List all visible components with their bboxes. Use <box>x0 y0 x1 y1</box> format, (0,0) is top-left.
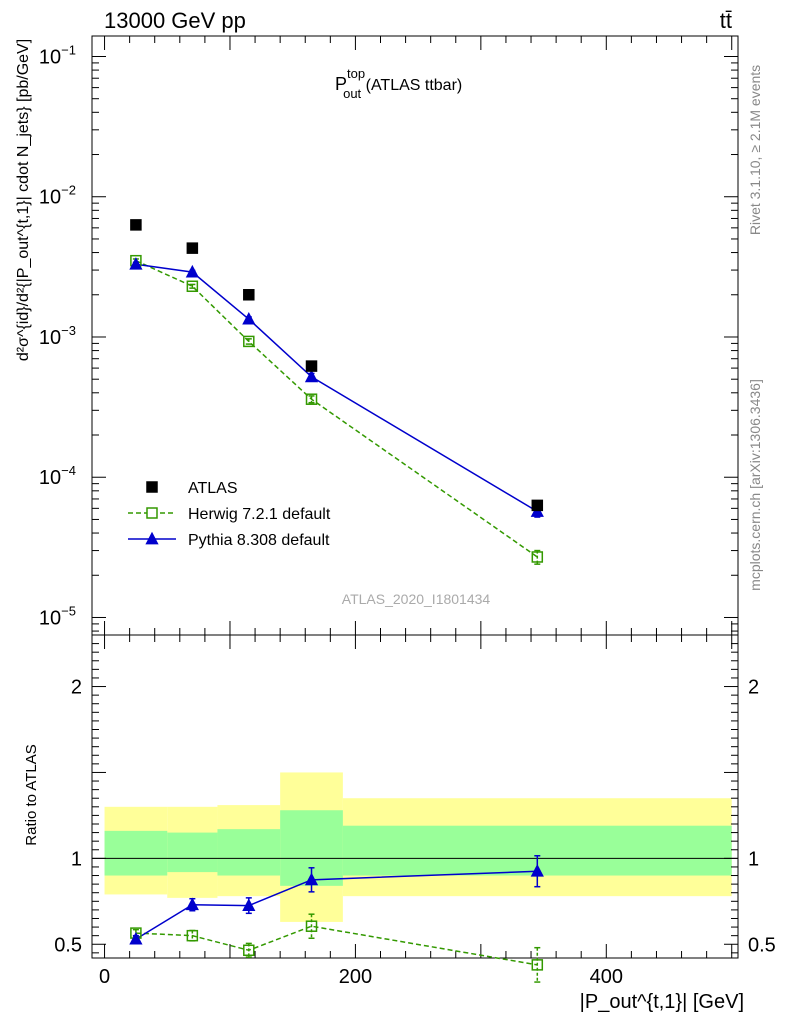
ratio-y-tick-label-right: 2 <box>748 677 759 699</box>
header-right: tt̄ <box>720 8 732 33</box>
ratio-panel-frame <box>91 634 739 959</box>
y-tick-exponent: −5 <box>61 603 76 618</box>
atlas-point <box>305 360 318 372</box>
pythia-point <box>242 311 256 325</box>
main-title-sub: out <box>343 86 361 101</box>
ratio-y-tick-label: 1 <box>71 848 82 870</box>
y-tick-label: 10−3 <box>39 323 76 349</box>
atlas-point <box>243 289 255 301</box>
ratio-herwig-point <box>186 929 199 942</box>
legend: ATLAS Herwig 7.2.1 default Pythia 8.308 de… <box>128 480 331 549</box>
herwig-point <box>305 393 318 405</box>
ratio-pythia-point <box>304 872 319 886</box>
x-axis-title: |P_out^{t,1}| [GeV] <box>580 991 744 1013</box>
y-tick-base: 10 <box>39 467 61 489</box>
y-tick-base: 10 <box>39 187 61 209</box>
y-tick-label: 10−4 <box>39 463 76 489</box>
legend-marker-herwig <box>146 507 158 519</box>
y-tick-exponent: −2 <box>61 183 76 198</box>
band-inner-0 <box>104 830 168 876</box>
mcplots-label: mcplots.cern.ch [arXiv:1306.3436] <box>747 379 763 591</box>
x-tick-label: 0 <box>99 966 110 988</box>
y-tick-exponent: −4 <box>61 463 76 478</box>
axes-frames <box>91 35 739 959</box>
ratio-pythia-point <box>530 864 544 877</box>
rivet-label: Rivet 3.1.10, ≥ 2.1M events <box>747 65 763 235</box>
ratio-herwig-line <box>135 925 538 966</box>
ratio-pythia-point <box>129 931 143 945</box>
herwig-point <box>186 280 199 293</box>
x-tick-label: 400 <box>590 966 623 988</box>
atlas-point <box>531 499 544 512</box>
band-inner-2 <box>217 829 281 876</box>
ratio-y-tick-label: 0.5 <box>54 934 82 956</box>
ratio-pythia-point <box>185 897 199 911</box>
legend-label-2: Pythia 8.308 default <box>188 532 330 549</box>
legend-label-1: Herwig 7.2.1 default <box>188 506 331 523</box>
y-tick-label: 10−5 <box>39 603 76 629</box>
main-title-sup: top <box>347 66 365 81</box>
legend-marker-pythia <box>145 531 159 545</box>
y-axis-title-ratio: Ratio to ATLAS <box>23 744 40 845</box>
ratio-y-tick-label-right: 1 <box>748 848 759 870</box>
herwig-point <box>243 335 255 348</box>
pythia-point <box>129 257 143 270</box>
analysis-watermark: ATLAS_2020_I1801434 <box>342 591 491 607</box>
ratio-herwig-point <box>531 959 544 971</box>
atlas-point <box>130 219 142 231</box>
band-inner-1 <box>167 832 218 873</box>
data-series <box>129 219 544 983</box>
ratio-y-tick-label: 2 <box>71 677 82 699</box>
pythia-point <box>185 264 199 278</box>
herwig-point <box>531 551 544 563</box>
header-left: 13000 GeV pp <box>104 8 246 33</box>
main-title-base: P <box>335 74 347 94</box>
ratio-herwig-point <box>305 920 318 932</box>
main-title: Ptop out (ATLAS ttbar) <box>335 66 462 101</box>
main-title-suffix: (ATLAS ttbar) <box>361 77 462 94</box>
legend-label-0: ATLAS <box>188 480 238 497</box>
ratio-herwig-point <box>243 944 255 957</box>
legend-marker-atlas <box>146 481 158 493</box>
y-tick-exponent: −3 <box>61 323 76 338</box>
ratio-uncertainty-bands <box>92 772 738 922</box>
atlas-point <box>186 242 199 254</box>
y-tick-base: 10 <box>39 607 61 629</box>
y-tick-label: 10−2 <box>39 183 76 209</box>
ratio-y-tick-label-right: 0.5 <box>748 934 776 956</box>
pythia-line <box>135 263 538 513</box>
x-tick-label: 200 <box>339 966 372 988</box>
y-tick-exponent: −1 <box>61 42 76 57</box>
pythia-point <box>304 369 319 383</box>
y-tick-base: 10 <box>39 327 61 349</box>
y-tick-label: 10−1 <box>39 42 76 68</box>
ratio-pythia-point <box>242 898 256 911</box>
y-axis-title-top: d²σ^{id}/d²{|P_out^{t,1}| cdot N_jets} [… <box>15 39 32 361</box>
y-tick-base: 10 <box>39 46 61 68</box>
